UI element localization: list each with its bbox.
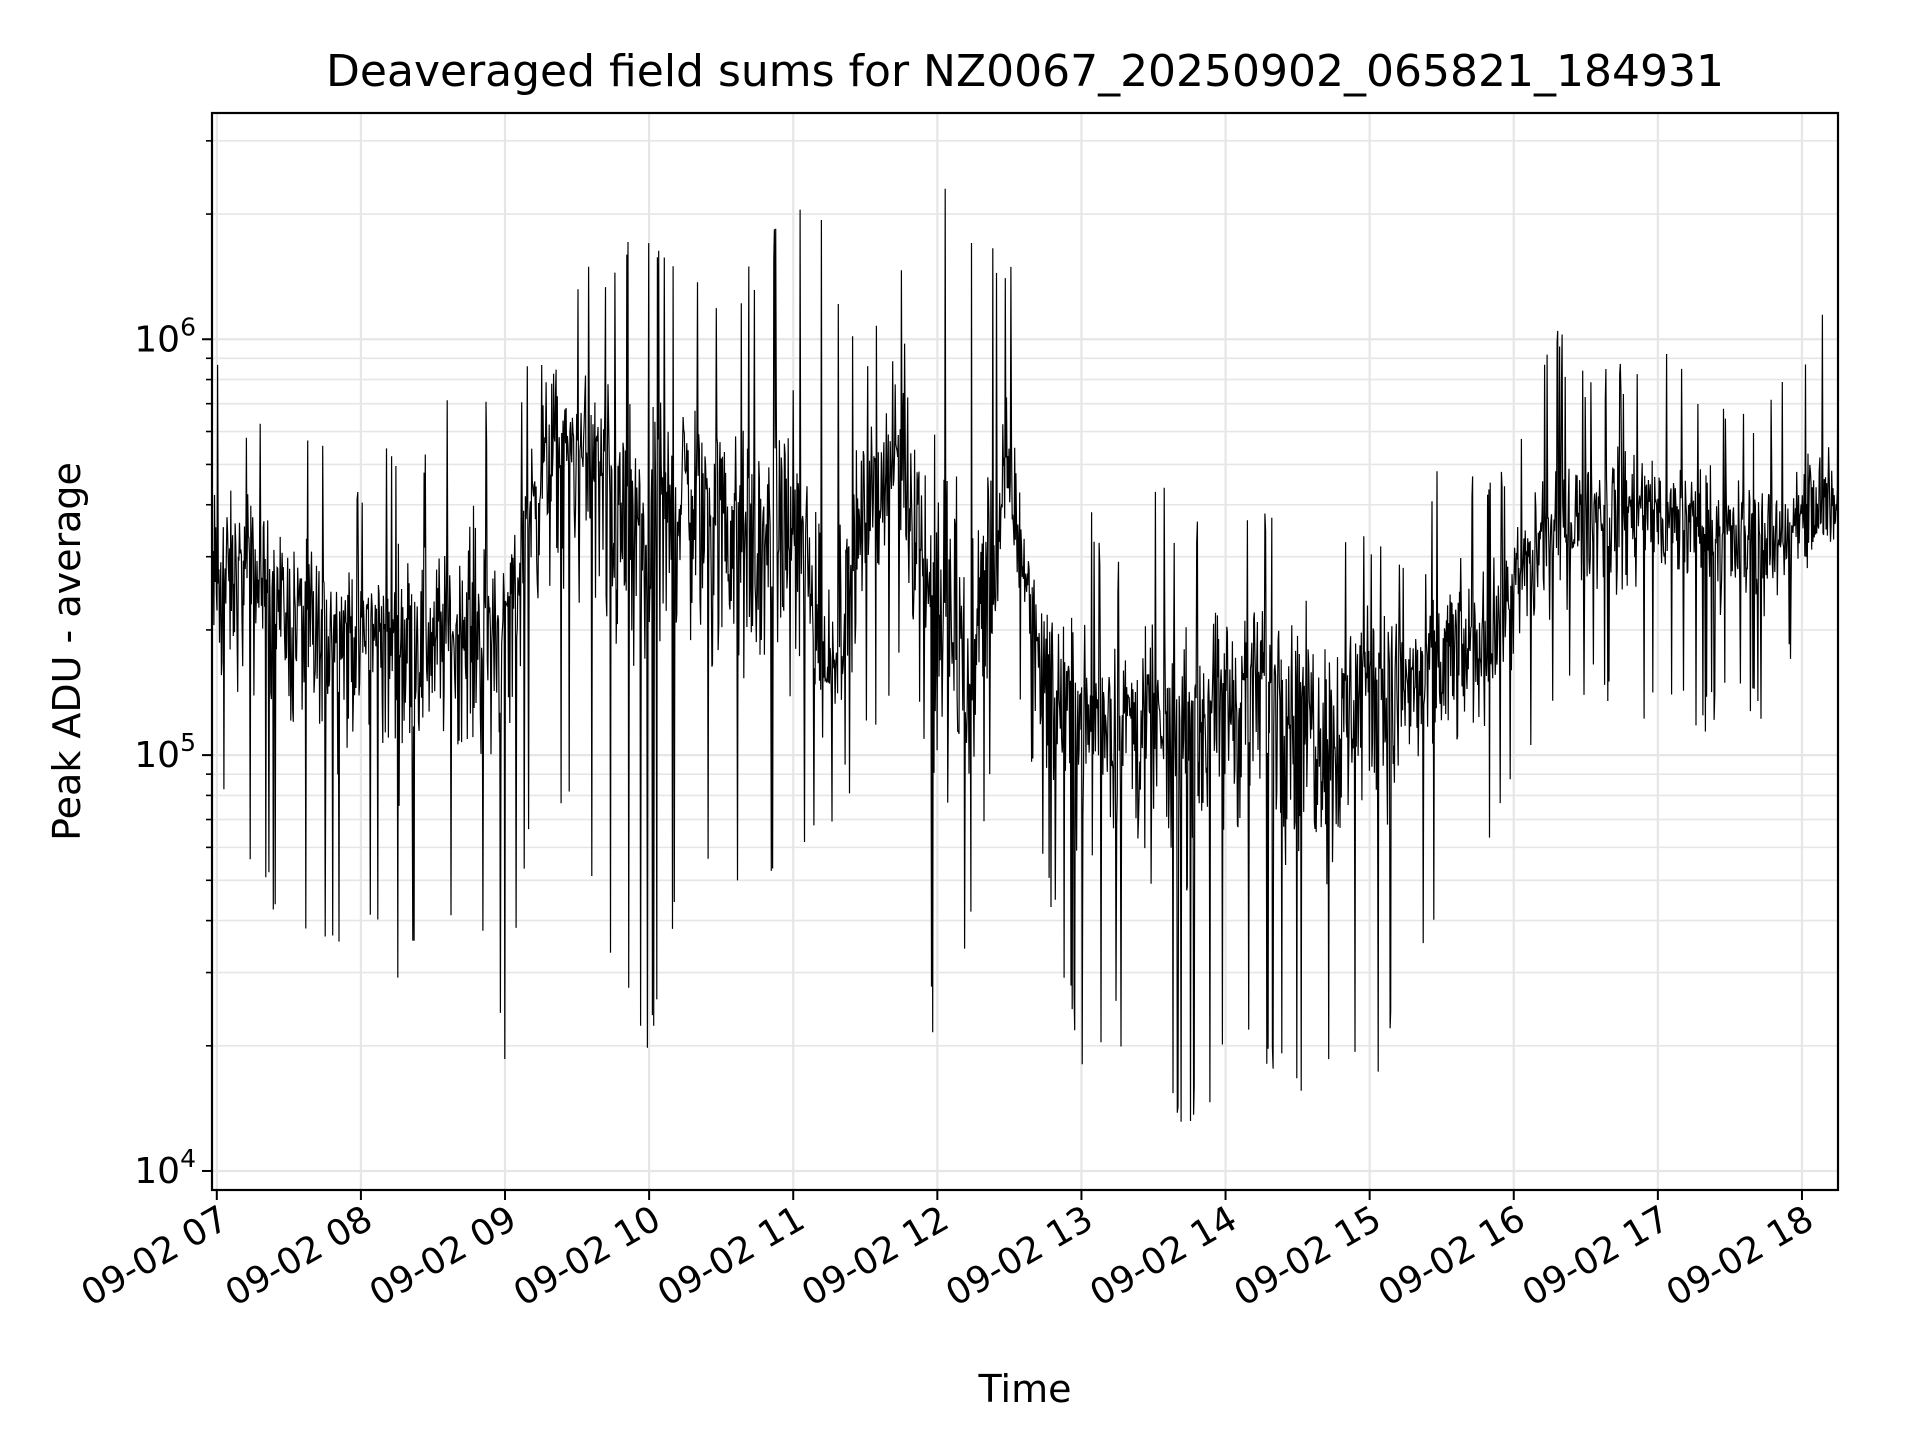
y-tick-base: 10 bbox=[134, 319, 180, 360]
plot-frame bbox=[210, 111, 1840, 1192]
y-tick-exponent: 4 bbox=[180, 1144, 196, 1173]
y-tick-label: 104 bbox=[134, 1144, 196, 1192]
y-tick-base: 10 bbox=[134, 1151, 180, 1192]
y-tick-exponent: 5 bbox=[180, 728, 196, 757]
series-lines bbox=[211, 188, 1839, 1122]
y-axis-label: Peak ADU - average bbox=[45, 462, 89, 841]
y-tick-exponent: 6 bbox=[180, 312, 196, 341]
y-tick-label: 105 bbox=[134, 728, 196, 776]
y-tick-label: 106 bbox=[134, 312, 196, 360]
chart-title: Deaveraged field sums for NZ0067_2025090… bbox=[326, 46, 1724, 97]
y-tick-base: 10 bbox=[134, 735, 180, 776]
x-axis-label: Time bbox=[978, 1367, 1072, 1411]
series-line-0 bbox=[211, 188, 1839, 1122]
